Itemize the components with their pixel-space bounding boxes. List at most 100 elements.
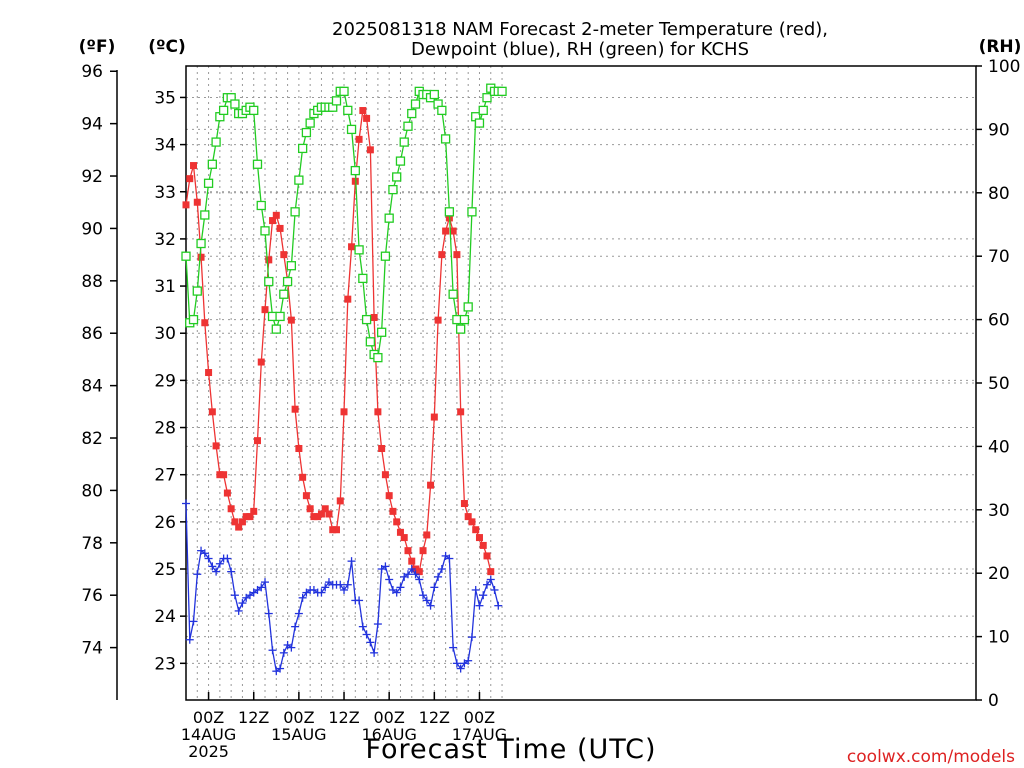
c-tick-label: 34 (154, 136, 176, 156)
temperature-point (438, 251, 446, 259)
rh-point (252, 159, 263, 169)
rh-point (249, 105, 259, 116)
temperature-point (415, 568, 423, 576)
dewpoint-point (490, 585, 499, 594)
temperature-point (487, 568, 495, 576)
dewpoint-point (486, 575, 495, 584)
dewpoint-point (298, 593, 307, 602)
rh-tick-label: 100 (988, 57, 1020, 77)
credit-text: coolwx.com/models (847, 747, 1015, 767)
rh-point (271, 324, 281, 334)
temperature-point (427, 481, 435, 489)
rh-point (403, 121, 413, 131)
rh-point (376, 327, 387, 337)
dewpoint-point (279, 648, 288, 657)
chart-title-line2: Dewpoint (blue), RH (green) for KCHS (411, 39, 749, 60)
dewpoint-point (483, 580, 491, 589)
rh-point (354, 245, 364, 255)
dewpoint-point (355, 596, 364, 605)
temperature-point (385, 492, 393, 500)
dewpoint-point (287, 643, 296, 652)
x-tick-label: 00Z (374, 708, 405, 727)
dewpoint-point (200, 549, 209, 558)
temperature-point (472, 526, 480, 534)
temperature-point (269, 217, 277, 225)
dewpoint-point (317, 588, 326, 597)
temperature-point (325, 510, 333, 518)
temperature-point (238, 518, 246, 526)
dewpoint-point (336, 580, 345, 589)
dewpoint-point (230, 591, 239, 600)
rh-tick-label: 0 (988, 691, 999, 711)
rh-point (380, 251, 391, 261)
dewpoint-point (403, 570, 412, 579)
c-tick-label: 29 (154, 371, 176, 391)
temperature-point (220, 471, 228, 479)
temperature-point (317, 510, 325, 518)
dewpoint-point (208, 562, 217, 571)
temperature-point (475, 534, 483, 542)
rh-point (373, 352, 383, 363)
f-tick-label: 90 (81, 219, 103, 239)
rh-point (305, 118, 315, 128)
dewpoint-point (276, 664, 285, 673)
series-line-dewpoint (185, 503, 499, 673)
temperature-point (208, 408, 216, 416)
temperature-point (333, 526, 340, 534)
x-tick-label: 12Z (419, 708, 450, 727)
x-tick-label: 00Z (283, 708, 314, 727)
temperature-point (389, 507, 397, 515)
temperature-point (419, 547, 427, 555)
rh-point (290, 207, 300, 217)
temperature-point (434, 316, 442, 324)
c-tick-label: 31 (154, 277, 176, 297)
rh-tick-label: 40 (988, 437, 1010, 457)
c-tick-label: 27 (154, 466, 176, 486)
rh-point (384, 213, 394, 223)
dewpoint-point (475, 601, 484, 610)
temperature-point (359, 107, 367, 115)
rh-tick-label: 10 (988, 628, 1010, 648)
dewpoint-point (358, 622, 367, 631)
temperature-point (460, 500, 468, 508)
rh-point (275, 311, 285, 322)
series-dewpoint (182, 499, 503, 676)
temperature-point (355, 135, 363, 143)
rh-point (399, 137, 409, 147)
rh-point (286, 261, 297, 271)
dewpoint-point (370, 648, 379, 657)
rh-point (339, 86, 349, 97)
rh-point (482, 93, 492, 103)
rh-point (437, 105, 447, 116)
temperature-point (287, 316, 295, 324)
grid-lines (186, 66, 976, 700)
f-tick-label: 78 (81, 534, 103, 554)
rh-point (440, 134, 451, 144)
rh-point (294, 175, 304, 185)
temperature-point (291, 405, 299, 413)
dewpoint-point (373, 620, 382, 629)
fahrenheit-axis: 74 76 78 80 82 84 86 88 90 92 94 96 (81, 62, 117, 659)
temperature-point (430, 413, 438, 421)
dewpoint-point (212, 567, 221, 576)
temperature-point (314, 513, 322, 521)
dewpoint-point (347, 557, 356, 566)
temperature-point (246, 513, 254, 521)
temperature-point (186, 175, 194, 183)
temperature-point (442, 227, 450, 235)
temperature-point (453, 251, 461, 259)
rh-point (297, 143, 308, 154)
temperature-point (295, 444, 303, 452)
temperature-point (253, 437, 261, 445)
rh-point (343, 105, 353, 116)
rh-tick-label: 30 (988, 501, 1010, 521)
temperature-point (302, 492, 310, 500)
temperature-point (272, 211, 280, 219)
dewpoint-point (261, 578, 270, 587)
temperature-point (257, 358, 265, 366)
dewpoint-point (385, 575, 394, 584)
dewpoint-point (456, 664, 465, 673)
f-tick-label: 80 (81, 481, 103, 501)
